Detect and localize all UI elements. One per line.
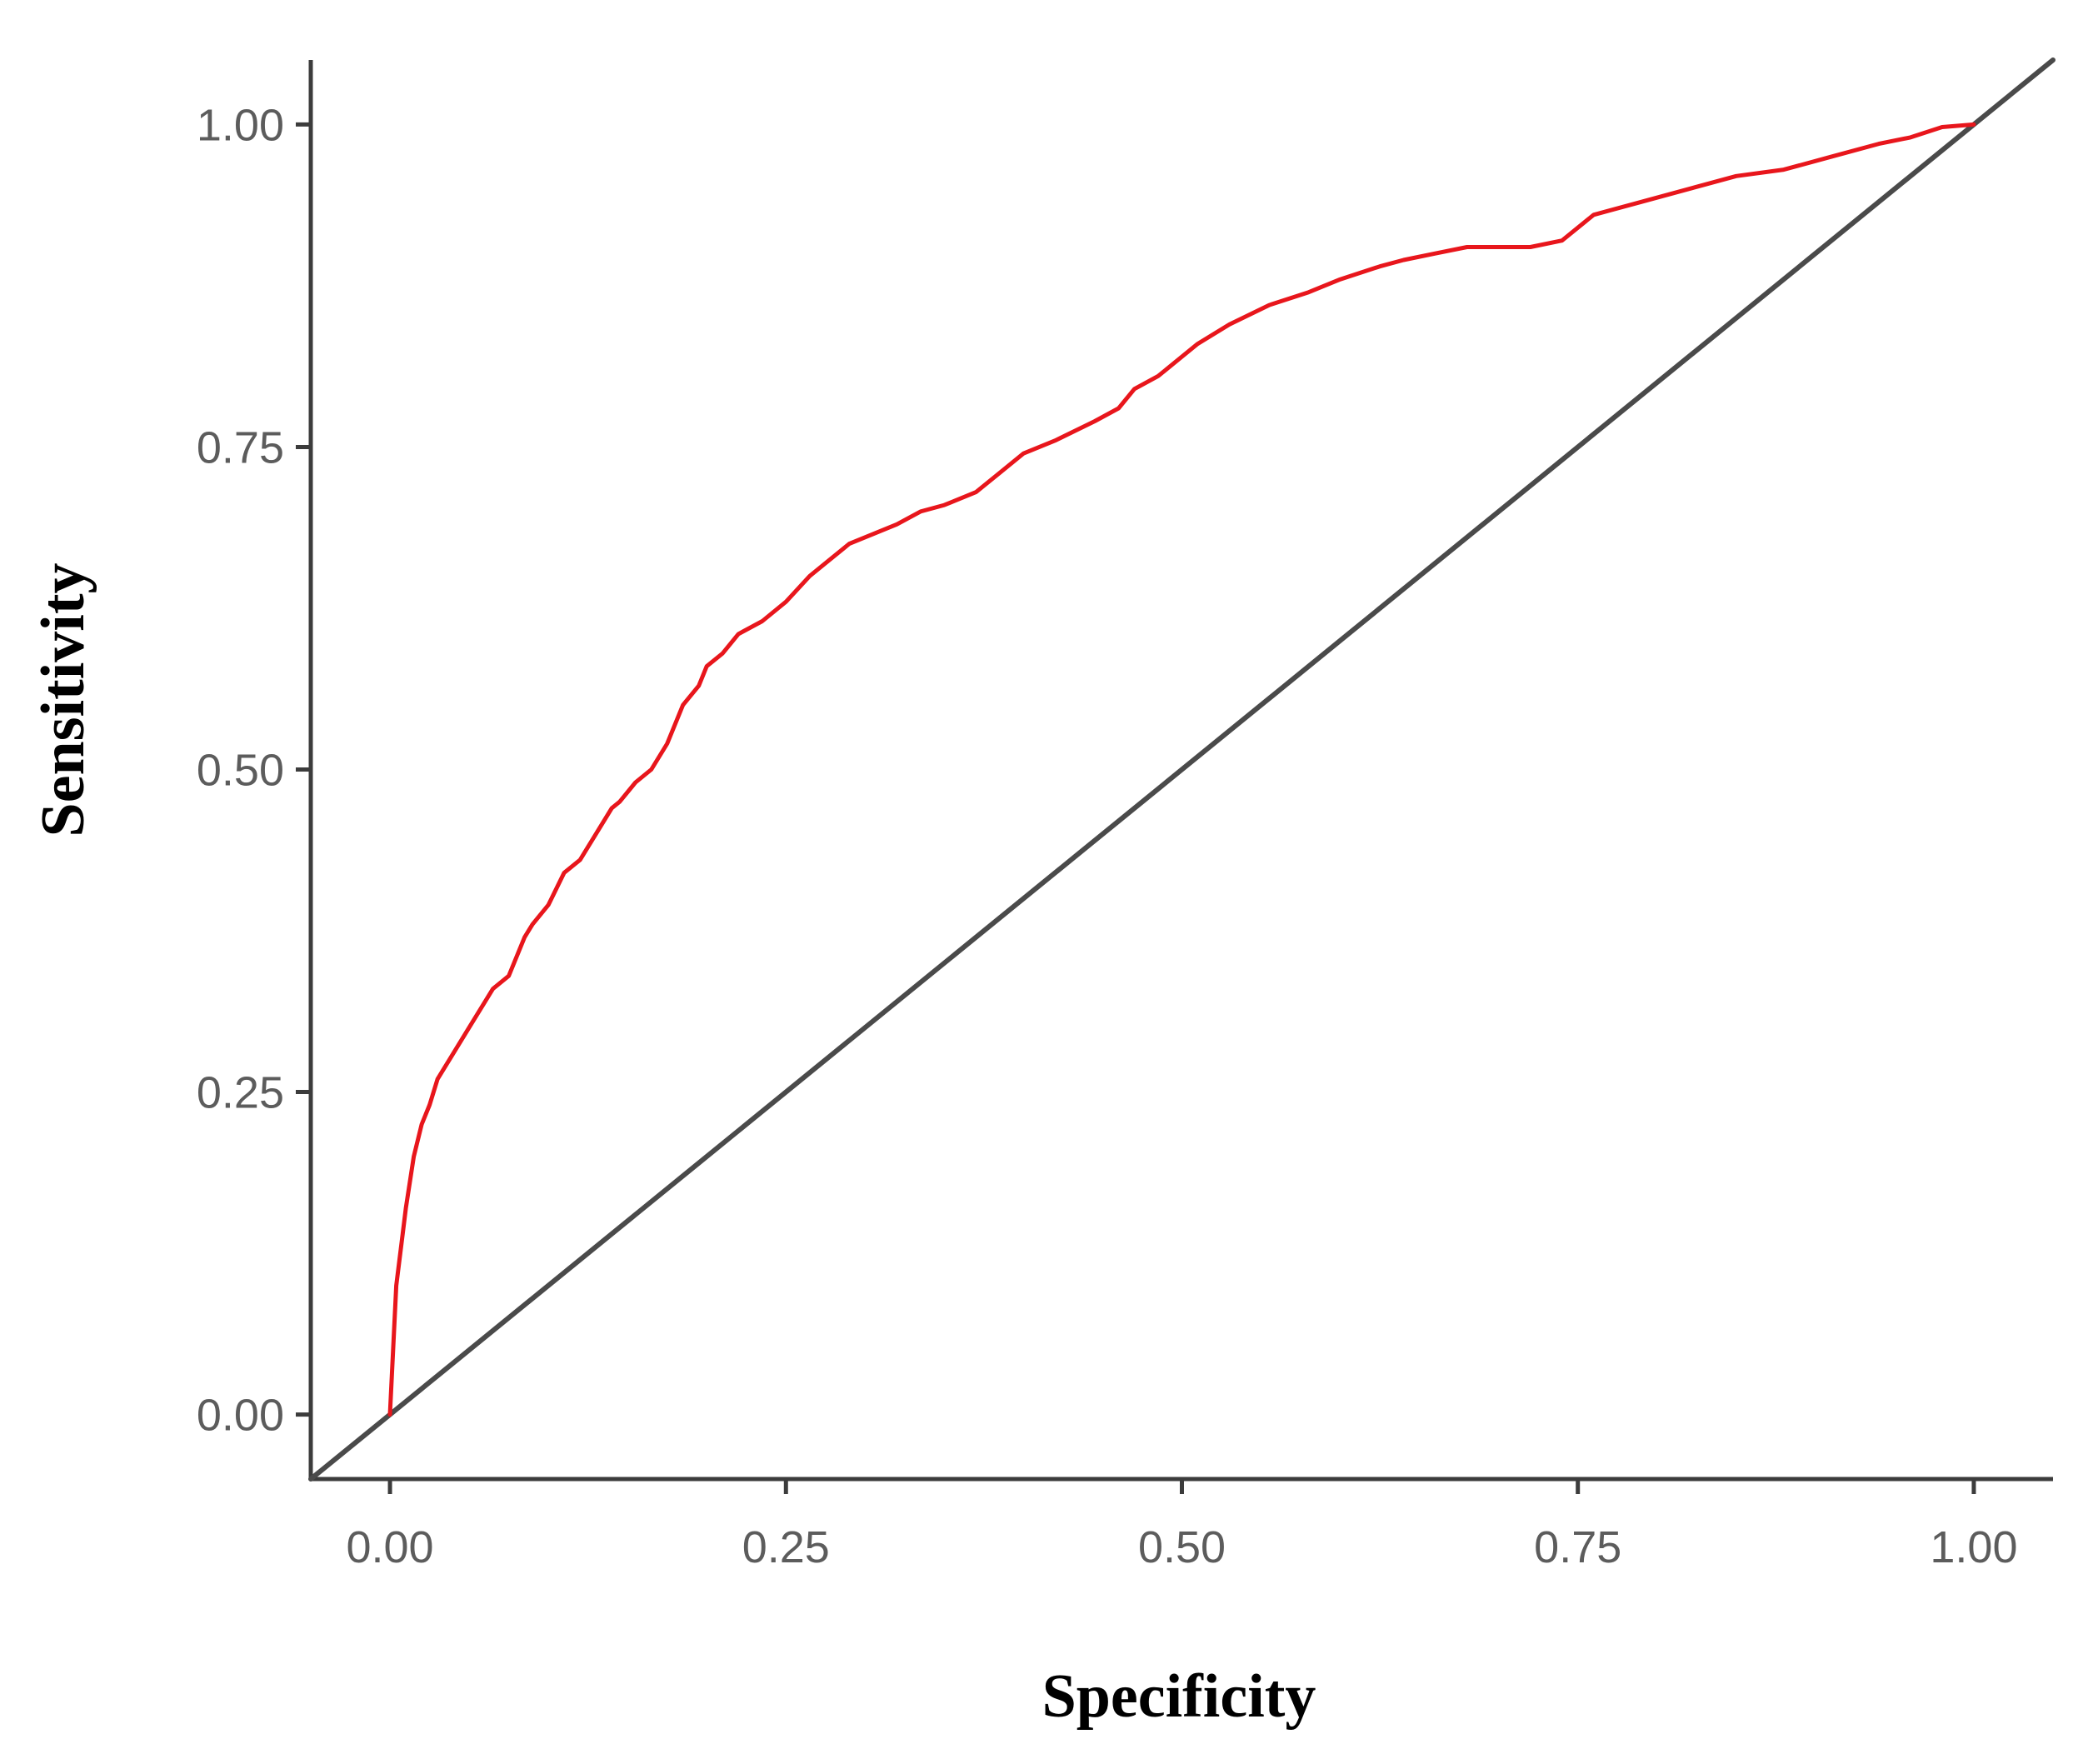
x-ticks: 0.00 0.25 0.50 0.75 1.00	[346, 1479, 2018, 1572]
y-tick-label: 0.50	[197, 746, 284, 796]
roc-curve-line	[387, 122, 1976, 1417]
x-tick-label: 0.00	[346, 1522, 433, 1572]
y-tick-label: 0.25	[197, 1068, 284, 1118]
plot-area: 0.00 0.25 0.50 0.75 1.00 0.00 0.25 0.50 0.75 1.0…	[197, 57, 2056, 1572]
series-layer	[308, 57, 2056, 1482]
y-tick-label: 1.00	[197, 100, 284, 150]
x-tick-label: 1.00	[1930, 1522, 2017, 1572]
x-tick-label: 0.75	[1534, 1522, 1621, 1572]
x-axis-title: Specificity	[1042, 1662, 1316, 1731]
x-tick-label: 0.25	[742, 1522, 830, 1572]
y-axis-title: Sensitivity	[29, 563, 97, 837]
y-ticks: 0.00 0.25 0.50 0.75 1.00	[197, 100, 311, 1441]
y-tick-label: 0.00	[197, 1391, 284, 1441]
reference-diagonal-line	[308, 57, 2056, 1482]
x-tick-label: 0.50	[1138, 1522, 1226, 1572]
y-tick-label: 0.75	[197, 422, 284, 472]
